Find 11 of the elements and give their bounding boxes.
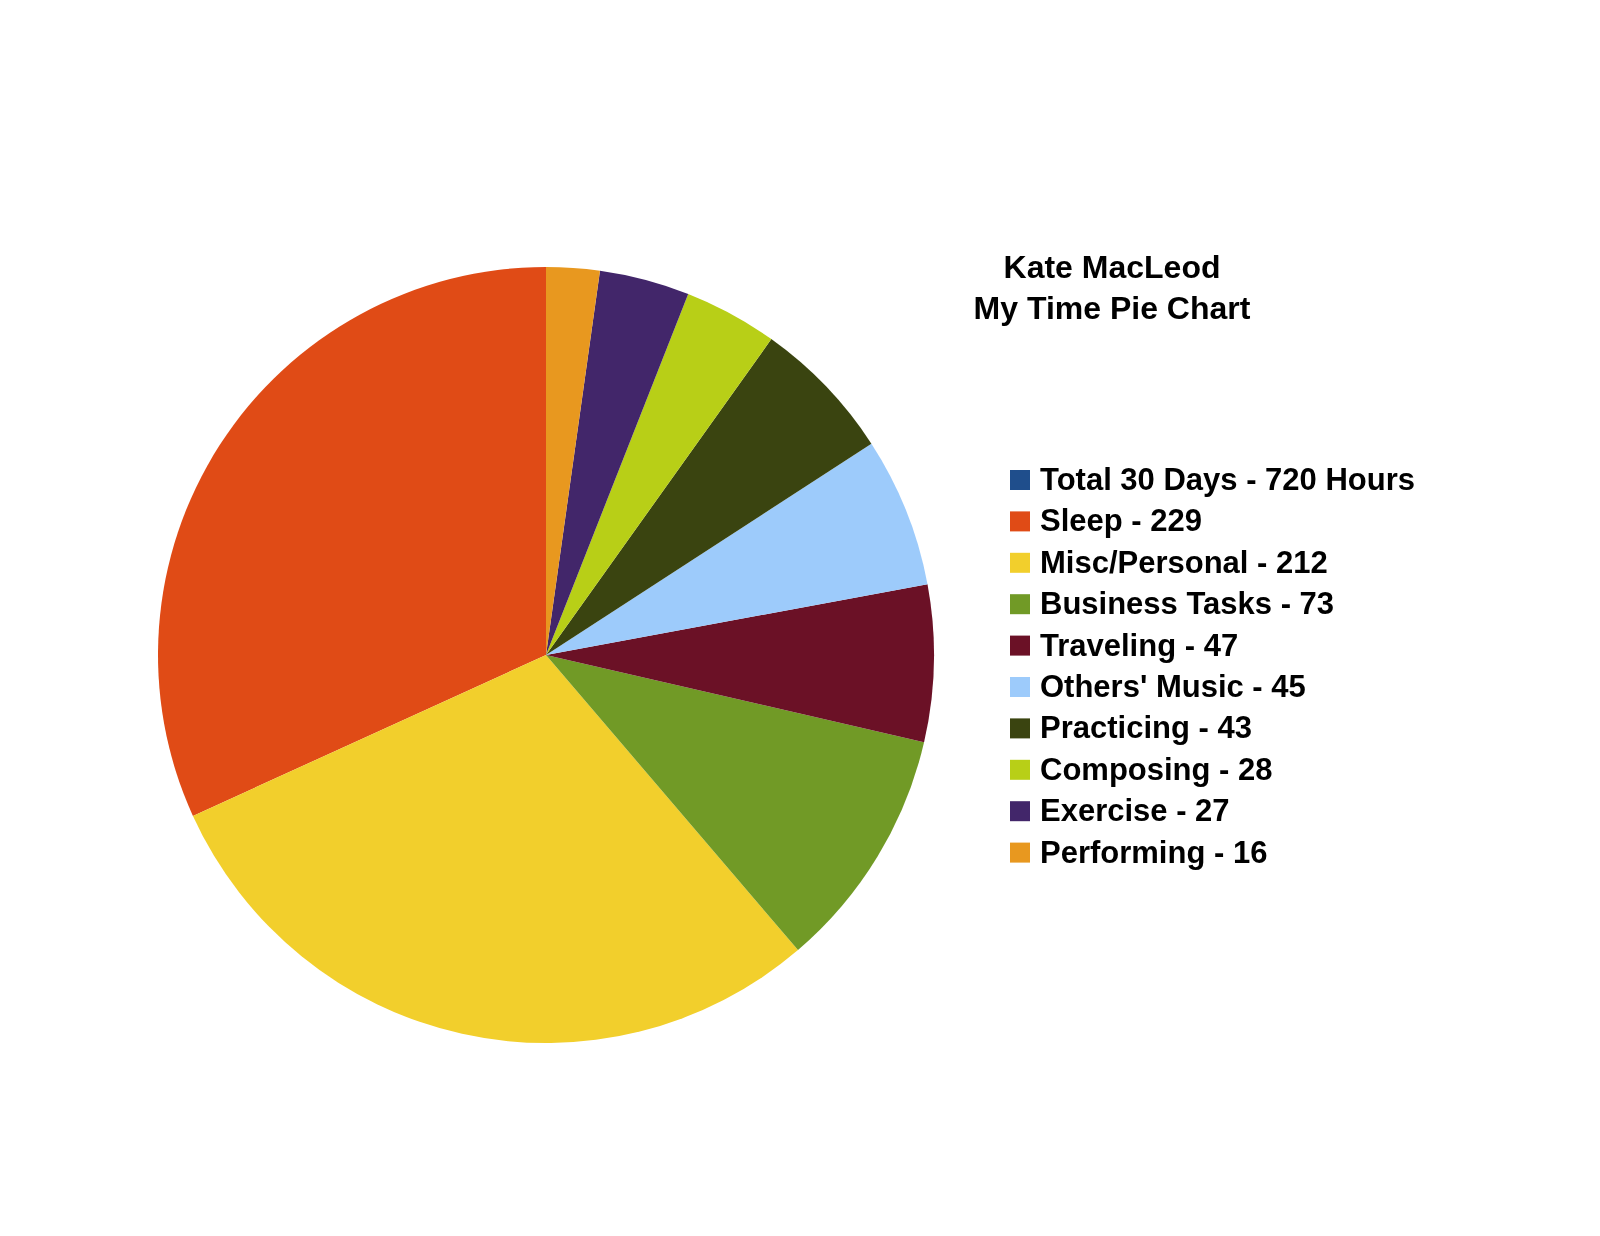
legend-label: Total 30 Days - 720 Hours xyxy=(1040,462,1416,497)
legend-label: Others' Music - 45 xyxy=(1040,669,1306,704)
legend-label: Business Tasks - 73 xyxy=(1040,586,1335,622)
legend-label: Exercise - 27 xyxy=(1040,793,1230,829)
legend-label: Composing - 28 xyxy=(1040,751,1273,787)
legend-label: Performing - 16 xyxy=(1040,834,1268,870)
legend-label: Misc/Personal - 212 xyxy=(1040,544,1328,580)
legend-label: Practicing - 43 xyxy=(1040,710,1252,746)
chart-title: Kate MacLeod My Time Pie Chart xyxy=(973,249,1251,326)
legend-label: Traveling - 47 xyxy=(1040,627,1239,663)
legend-label: Sleep - 229 xyxy=(1040,503,1202,539)
